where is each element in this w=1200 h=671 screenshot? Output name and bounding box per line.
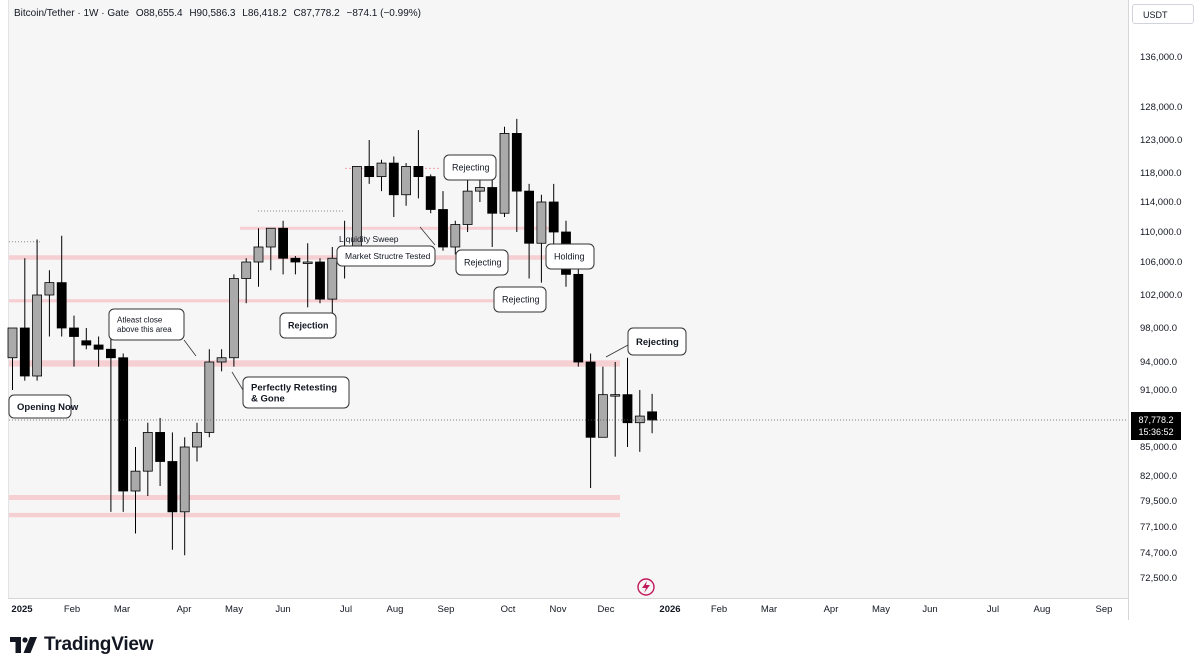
ohlc-close: C87,778.2 bbox=[293, 8, 340, 19]
ohlc-change: −874.1 (−0.99%) bbox=[346, 8, 421, 19]
currency-button[interactable]: USDT bbox=[1132, 4, 1194, 24]
ohlc-low: L86,418.2 bbox=[242, 8, 287, 19]
symbol-header: Bitcoin/Tether · 1W · Gate O88,655.4 H90… bbox=[14, 8, 425, 19]
ohlc-open: O88,655.4 bbox=[135, 8, 183, 19]
brand-name: TradingView bbox=[44, 634, 154, 655]
chart-area[interactable] bbox=[8, 0, 1129, 598]
ohlc-high: H90,586.3 bbox=[189, 8, 236, 19]
symbol-title[interactable]: Bitcoin/Tether · 1W · Gate bbox=[14, 8, 130, 19]
tradingview-logo-icon bbox=[10, 637, 37, 653]
price-axis[interactable] bbox=[1128, 0, 1200, 620]
time-axis[interactable] bbox=[8, 598, 1128, 621]
tradingview-logo[interactable]: TradingView bbox=[10, 634, 154, 656]
